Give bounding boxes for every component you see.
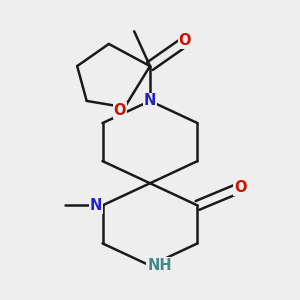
Text: O: O [178, 33, 191, 48]
Text: N: N [90, 198, 102, 213]
Text: N: N [144, 93, 156, 108]
Text: NH: NH [147, 258, 172, 273]
Text: O: O [114, 103, 126, 118]
Text: O: O [234, 181, 247, 196]
